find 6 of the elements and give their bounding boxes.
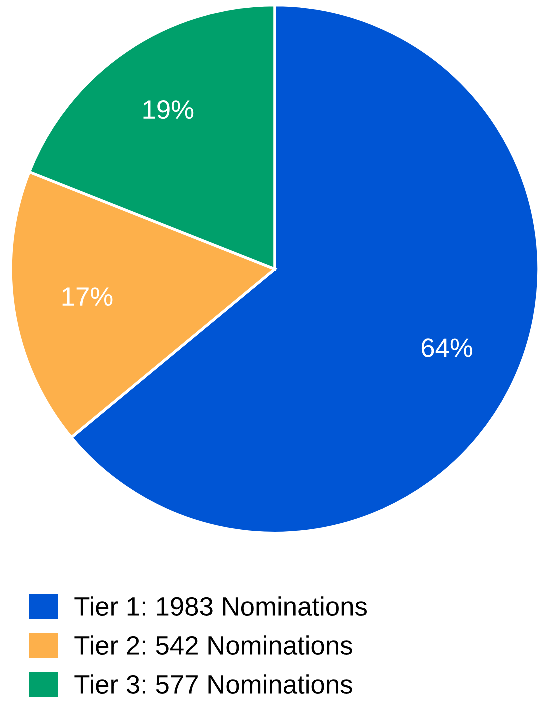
legend-label: Tier 3: 577 Nominations (74, 674, 352, 694)
data-label: 19% (144, 100, 194, 120)
legend-label: Tier 2: 542 Nominations (74, 636, 352, 656)
data-label: 64% (422, 338, 472, 358)
data-label: 17% (62, 288, 113, 306)
legend-label: Tier 1: 1983 Nominations (74, 596, 367, 616)
